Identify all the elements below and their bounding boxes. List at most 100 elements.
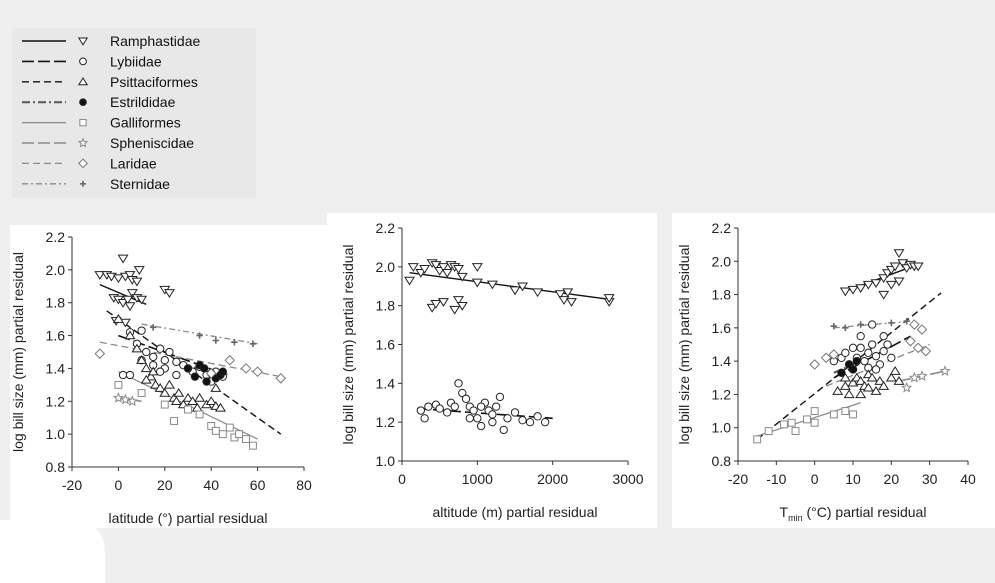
x-axis-title: Tmin (°C) partial residual [780, 504, 927, 523]
legend: Ramphastidae Lybiidae Psittaciformes Estril… [22, 33, 200, 192]
data-point [862, 280, 874, 290]
series-galliformes [753, 407, 857, 444]
y-tick-label: 1.2 [46, 393, 66, 409]
data-point [200, 364, 209, 373]
data-point [849, 410, 857, 419]
y-tick-label: 2.0 [376, 259, 396, 275]
x-tick-label: 40 [960, 471, 976, 487]
data-point [803, 415, 811, 424]
data-point [848, 343, 858, 353]
data-point [517, 282, 529, 292]
data-point [136, 355, 148, 364]
data-point [170, 417, 179, 425]
data-point [160, 400, 169, 409]
data-point [465, 414, 474, 423]
x-tick-label: 0 [115, 477, 123, 493]
y-tick-label: 1.2 [712, 386, 732, 402]
data-point [441, 268, 453, 278]
data-point [420, 414, 429, 423]
data-point [852, 356, 862, 366]
data-point [94, 348, 106, 359]
x-axis-title-rest: (°C) partial residual [803, 504, 927, 520]
series-psittaciformes [832, 366, 905, 399]
data-point [495, 392, 505, 402]
panel-altitude [327, 213, 657, 528]
data-point [112, 392, 125, 403]
data-point [131, 343, 143, 353]
legend-item-galliformes: Galliformes [22, 115, 181, 131]
data-point [843, 389, 855, 399]
fit-line-ramphastidae [409, 271, 614, 301]
legend-item-psittaciformes: Psittaciformes [22, 74, 198, 90]
data-point [163, 379, 175, 389]
data-point [909, 319, 920, 330]
legend-label: Estrildidae [110, 94, 176, 110]
y-tick-label: 2.0 [46, 262, 66, 278]
y-tick-label: 0.8 [712, 453, 732, 469]
data-point [883, 340, 892, 349]
data-point [240, 363, 252, 374]
data-point [841, 407, 850, 416]
data-point [443, 408, 452, 417]
data-point [893, 277, 905, 287]
data-point [190, 372, 200, 381]
legend-marker [77, 37, 89, 46]
legend-marker [78, 158, 88, 169]
legend-marker [77, 137, 89, 148]
data-point [154, 383, 166, 392]
data-point [839, 287, 851, 297]
data-point [140, 374, 152, 384]
data-point [155, 344, 165, 353]
data-point [885, 280, 897, 290]
data-point [491, 402, 501, 411]
data-point [218, 430, 227, 439]
chart-altitude: 1.0 1.2 1.4 1.6 1.8 2.0 2.2 0 1000 2000 3000 altitu… [340, 220, 644, 520]
data-point [210, 383, 222, 392]
corner-shape [0, 520, 105, 583]
x-tick-label: 40 [203, 477, 219, 493]
data-point [149, 352, 158, 362]
data-point [764, 427, 773, 435]
data-point [173, 387, 185, 397]
data-point [939, 365, 951, 376]
legend-label: Galliformes [110, 115, 181, 131]
y-tick-label: 2.2 [46, 229, 66, 245]
series-sternidae [149, 324, 257, 348]
data-point [207, 421, 216, 430]
data-point [117, 254, 129, 264]
data-point [249, 441, 257, 450]
fit-line-psittaciformes [106, 310, 282, 435]
data-point [137, 389, 146, 398]
data-point [122, 295, 134, 305]
data-point [889, 366, 901, 375]
data-point [450, 402, 459, 411]
data-point [878, 274, 890, 284]
data-point [202, 377, 211, 386]
data-point [469, 406, 478, 415]
data-point [488, 410, 497, 419]
data-point [787, 418, 796, 427]
series-ramphastidae [404, 259, 615, 315]
x-tick-label: 60 [250, 477, 266, 493]
data-point [856, 331, 865, 341]
data-point [510, 408, 520, 417]
data-point [231, 338, 238, 346]
y-tick-label: 1.0 [712, 420, 732, 436]
charts: 0.8 1.0 1.2 1.4 1.6 1.8 2.0 2.2 -20 0 20 40 60 80 lati… [10, 220, 976, 526]
data-point [471, 278, 483, 288]
data-point [912, 342, 924, 354]
data-point [893, 249, 905, 259]
y-tick-label: 0.8 [46, 459, 66, 475]
data-point [131, 277, 143, 287]
legend-label: Spheniscidae [110, 135, 194, 151]
data-point [866, 372, 878, 382]
data-point [437, 263, 449, 272]
data-point [205, 368, 217, 379]
data-point [150, 379, 162, 389]
data-point [147, 366, 159, 376]
y-tick-label: 1.2 [376, 414, 396, 430]
data-point [525, 417, 535, 427]
y-tick-label: 2.2 [376, 220, 396, 236]
data-point [424, 402, 433, 411]
